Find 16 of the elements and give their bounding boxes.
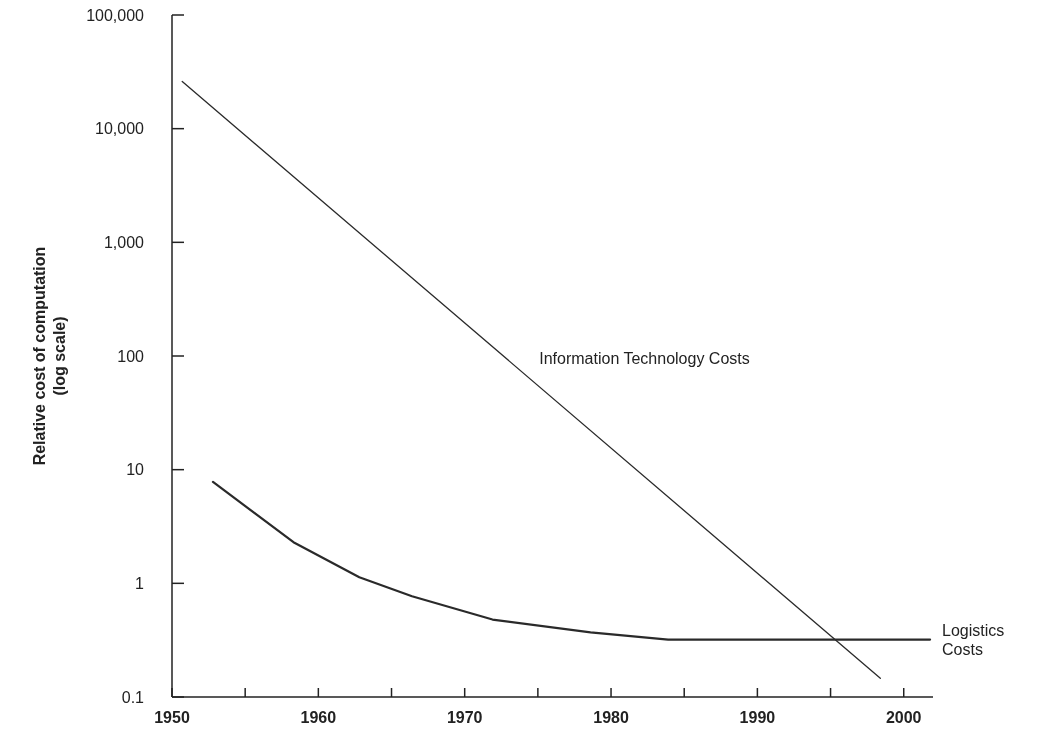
y-tick-label: 1,000 (103, 233, 145, 251)
series-label: Information Technology Costs (539, 349, 750, 367)
x-tick-label: 1950 (154, 709, 190, 726)
y-tick-label: 10 (126, 461, 145, 479)
x-tick-label: 1980 (593, 709, 629, 726)
y-tick-label: 0.1 (121, 688, 145, 706)
y-tick-label: 10,000 (95, 120, 145, 138)
x-tick-label: 2000 (885, 709, 922, 726)
series-label: Logistics Costs (942, 621, 1005, 658)
y-tick-label: 100 (117, 347, 145, 365)
x-tick-label: 1960 (300, 709, 337, 726)
y-axis-title: Relative cost of computation (log scale) (31, 246, 68, 466)
x-tick-label: 1970 (446, 709, 483, 726)
y-tick-label: 1 (135, 574, 145, 592)
y-tick-label: 100,000 (86, 6, 145, 24)
x-tick-label: 1990 (739, 709, 776, 726)
